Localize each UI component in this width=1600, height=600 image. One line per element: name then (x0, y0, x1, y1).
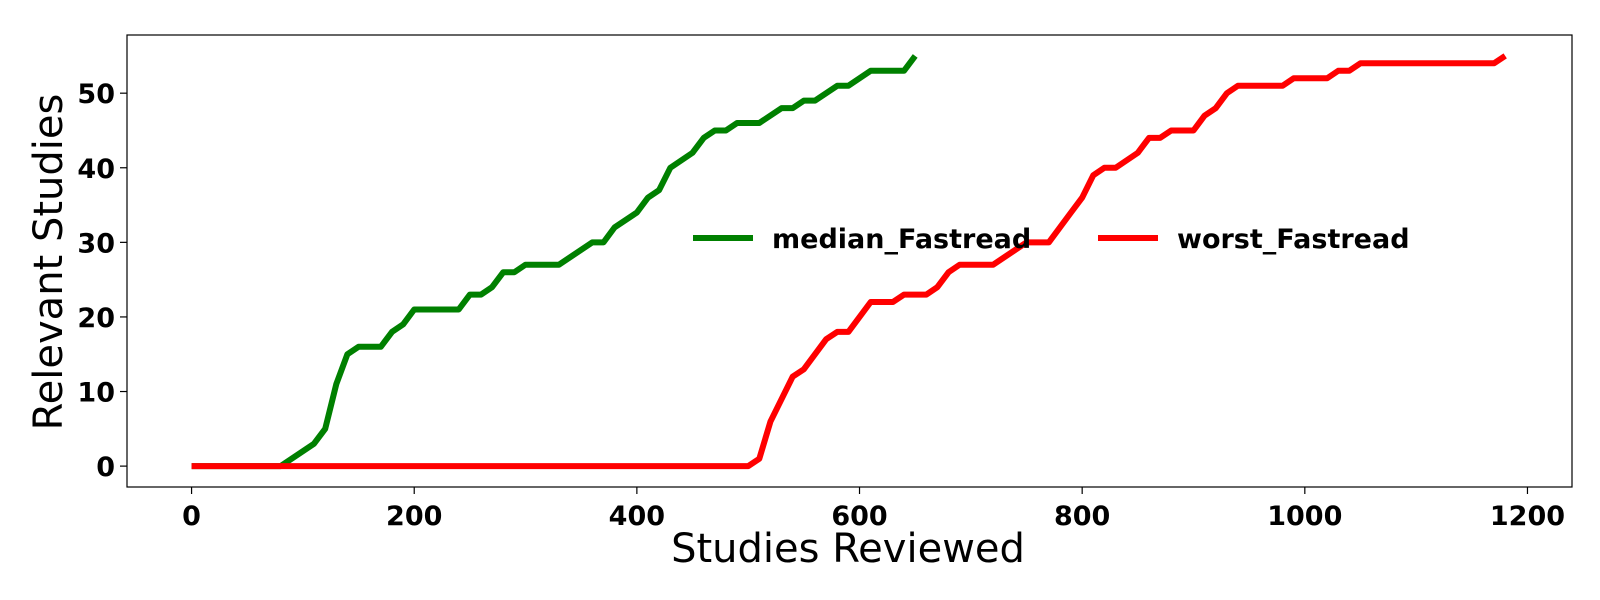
legend-label-worst-fastread: worst_Fastread (1177, 224, 1410, 255)
y-tick-label: 40 (77, 154, 115, 185)
y-tick-label: 10 (77, 378, 115, 409)
plot-area (191, 53, 1507, 470)
y-tick-label: 0 (96, 452, 115, 483)
series-line-median-fastread (191, 54, 918, 470)
y-tick-label: 50 (77, 79, 115, 110)
axes-frame (126, 34, 1573, 488)
x-tick-label: 1000 (1267, 501, 1342, 532)
x-tick-label: 0 (182, 501, 201, 532)
legend-label-median-fastread: median_Fastread (772, 224, 1031, 255)
x-tick-label: 800 (1054, 501, 1110, 532)
legend: median_Fastread worst_Fastread (693, 224, 1410, 255)
x-tick-label: 200 (386, 501, 442, 532)
x-tick-label: 600 (831, 501, 887, 532)
y-tick-label: 30 (77, 228, 115, 259)
y-axis-title: Relevant Studies (26, 94, 72, 431)
y-tick-label: 20 (77, 303, 115, 334)
x-tick-label: 1200 (1490, 501, 1565, 532)
x-tick-label: 400 (609, 501, 665, 532)
x-axis-title: Studies Reviewed (671, 526, 1025, 572)
axis-ticks: 0 200 400 600 800 1000 1200 0 10 20 30 40 50 (77, 79, 1565, 532)
series-line-worst-fastread (191, 53, 1507, 470)
axes-border (126, 34, 1573, 488)
